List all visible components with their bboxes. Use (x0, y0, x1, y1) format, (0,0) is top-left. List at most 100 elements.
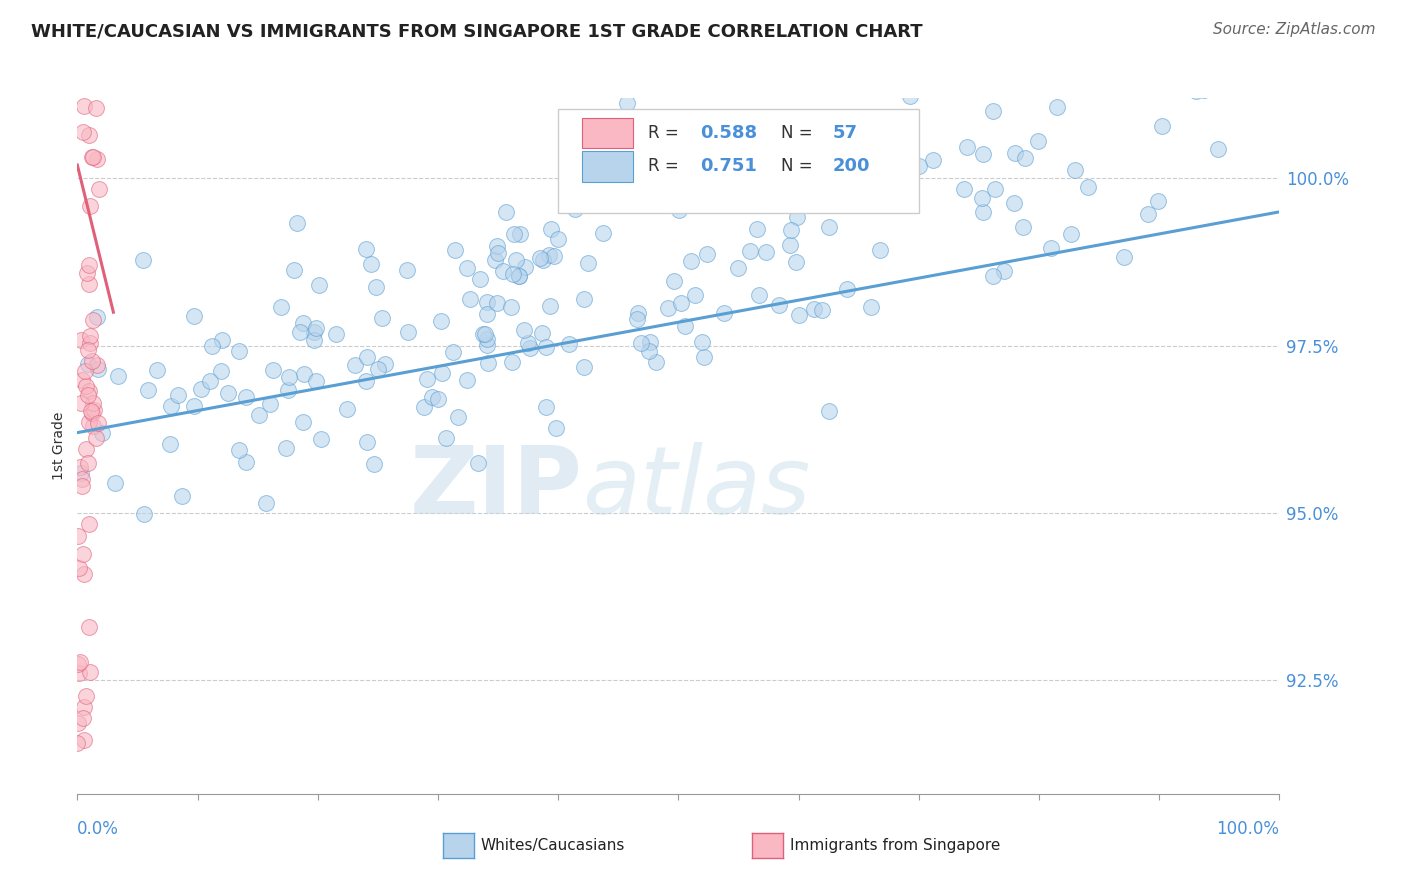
Point (82, 354, 104, 368)
Point (516, 335, 538, 350)
Point (484, 253, 506, 268)
Point (859, 300, 882, 314)
Point (626, 306, 648, 320)
Point (75, 442, 97, 456)
Point (485, 296, 508, 310)
Text: R =: R = (648, 157, 685, 176)
Point (572, 292, 595, 306)
Point (534, 400, 557, 414)
Point (82, 312, 104, 326)
Point (285, 217, 308, 231)
Point (709, 179, 731, 194)
Text: 0.751: 0.751 (700, 157, 756, 176)
Point (91, 426, 114, 441)
Point (987, 81, 1010, 95)
Point (79, 328, 101, 343)
Point (492, 264, 515, 278)
Point (778, 192, 800, 206)
Point (785, 254, 807, 268)
FancyBboxPatch shape (582, 118, 633, 148)
Point (75, 364, 97, 378)
Point (420, 390, 443, 404)
Point (146, 362, 169, 376)
Point (993, 263, 1015, 277)
Point (657, 301, 679, 316)
Point (235, 455, 257, 469)
Point (170, 489, 193, 503)
Point (228, 443, 250, 458)
Point (77, 343, 100, 358)
Point (412, 400, 434, 414)
Point (574, 359, 596, 374)
Point (432, 366, 454, 380)
Text: 0.0%: 0.0% (77, 820, 120, 838)
Point (70, 467, 93, 481)
Point (87, 416, 110, 430)
Point (356, 350, 378, 364)
Point (278, 370, 301, 384)
Point (364, 279, 387, 293)
Point (505, 252, 527, 267)
Point (344, 358, 367, 372)
Point (107, 369, 129, 384)
Point (477, 295, 499, 310)
Point (70, 373, 93, 387)
Point (513, 260, 536, 275)
Point (738, 244, 761, 258)
Point (538, 247, 561, 261)
Point (616, 95, 638, 110)
Point (1014, 151, 1036, 165)
Point (396, 325, 419, 339)
Point (898, 186, 921, 201)
Point (748, 288, 770, 302)
Point (576, 256, 599, 270)
Point (66, 716, 89, 731)
Point (668, 202, 690, 217)
Point (447, 409, 470, 424)
Point (76, 266, 98, 280)
Point (67, 529, 90, 543)
Point (693, 350, 716, 364)
Point (66, 735, 89, 749)
Point (201, 339, 224, 353)
Point (75, 379, 97, 393)
Point (630, 335, 652, 350)
Point (77, 456, 100, 470)
Point (745, 222, 768, 236)
Point (495, 205, 517, 219)
Point (395, 262, 418, 277)
FancyBboxPatch shape (558, 109, 920, 213)
Point (869, 243, 891, 257)
Point (73, 733, 96, 747)
Point (67, 657, 90, 672)
Point (441, 345, 464, 359)
Point (87, 4, 110, 19)
Point (531, 252, 554, 267)
Point (190, 382, 212, 396)
Point (82, 405, 104, 419)
Point (166, 388, 188, 402)
Point (543, 249, 565, 263)
Point (475, 307, 498, 321)
Point (741, 138, 763, 153)
Point (1192, 83, 1215, 97)
Point (82, 396, 104, 410)
Point (325, 326, 347, 341)
Point (73, 98, 96, 112)
Point (894, 198, 917, 212)
Point (77, 384, 100, 398)
Point (755, 244, 778, 259)
Point (456, 372, 478, 386)
Point (254, 496, 277, 510)
Point (80, 149, 103, 163)
Point (972, 147, 994, 161)
Point (803, 301, 825, 316)
Point (692, 334, 714, 349)
Point (772, 114, 794, 128)
Point (818, 404, 841, 418)
Point (557, 337, 579, 351)
Point (780, 223, 803, 237)
Point (87, 182, 110, 196)
Point (508, 269, 530, 284)
Point (1039, 241, 1062, 255)
